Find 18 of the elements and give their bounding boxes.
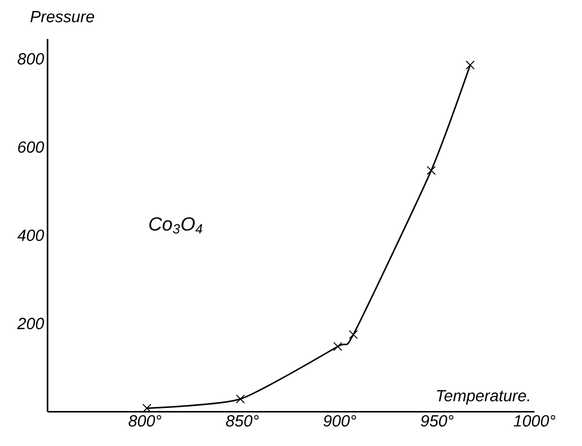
- x-tick-label: 1000°: [514, 415, 556, 427]
- point: [466, 60, 475, 70]
- x-tick-label: 950°: [420, 415, 454, 427]
- x-axis-title: Temperature.: [436, 390, 530, 405]
- point: [236, 394, 245, 404]
- x-tick-label: 900°: [324, 415, 356, 427]
- y-tick-label: 200: [17, 318, 44, 330]
- y-tick-label: 400: [17, 230, 44, 242]
- point: [426, 166, 436, 175]
- point: [142, 404, 152, 413]
- y-tick-label: 600: [18, 141, 44, 153]
- y-axis-title: Pressure: [30, 11, 94, 22]
- y-tick-label: 800: [18, 53, 44, 65]
- point: [348, 330, 358, 340]
- x-tick-label: 800°: [128, 415, 162, 427]
- annotation: Co$_{3}$O$_{4}$: [149, 217, 202, 234]
- point: [333, 342, 342, 351]
- x-tick-label: 850°: [226, 415, 259, 427]
